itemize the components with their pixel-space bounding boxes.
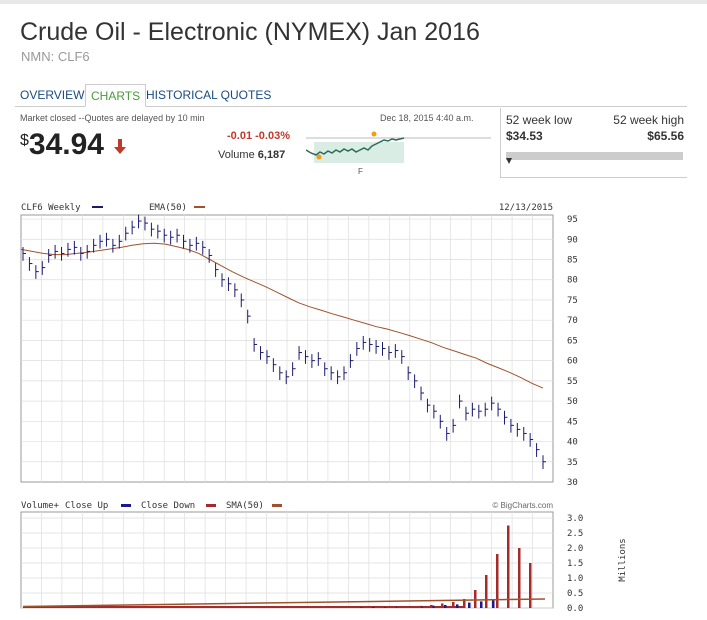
price-tick-label: 65 [567, 336, 578, 346]
close-down-swatch [206, 504, 216, 507]
quote-timestamp: Dec 18, 2015 4:40 a.m. [380, 113, 474, 123]
volume-bar-up [432, 605, 435, 608]
page-title: Crude Oil - Electronic (NYMEX) Jan 2016 [20, 18, 480, 46]
symbol-subtitle: NMN: CLF6 [21, 49, 90, 64]
price-series [22, 214, 546, 470]
volume-bar-up [444, 605, 447, 608]
tab-charts[interactable]: CHARTS [85, 84, 147, 107]
market-status: Market closed --Quotes are delayed by 10… [20, 113, 205, 123]
volume-axis: 0.0 0.5 1.0 1.5 2.0 2.5 3.0 [567, 514, 583, 614]
volume-tick-label: 0.0 [567, 604, 583, 614]
volume-bar-down [397, 606, 400, 608]
price-tick-label: 40 [567, 438, 578, 448]
spark-axis-label: F [358, 167, 363, 176]
price-tick-label: 85 [567, 256, 578, 266]
volume-bar-down [419, 605, 422, 608]
volume-bar-down [529, 563, 532, 608]
volume-value: 6,187 [257, 149, 286, 161]
volume-bar-up [456, 604, 459, 608]
volume-bar-down [452, 602, 455, 608]
volume-bar-up [468, 602, 471, 608]
volume-tick-label: 3.0 [567, 514, 583, 524]
price-tick-label: 30 [567, 478, 578, 488]
price-tick-label: 95 [567, 215, 578, 225]
intraday-sparkline[interactable]: F [306, 128, 491, 178]
close-up-swatch [121, 504, 131, 507]
last-price: $34.94 [20, 128, 128, 162]
quote-panel: Market closed --Quotes are delayed by 10… [15, 108, 499, 180]
volume-tick-label: 2.0 [567, 544, 583, 554]
close-down-legend-label: Close Down [141, 501, 195, 511]
down-arrow-icon [114, 139, 127, 155]
volume-series [23, 525, 532, 608]
volume-tick-label: 2.5 [567, 529, 583, 539]
volume-bar-up [384, 607, 387, 608]
volume: Volume 6,187 [218, 149, 285, 161]
volume-legend-label: Volume+ [21, 501, 60, 511]
volume-tick-label: 0.5 [567, 589, 583, 599]
price-tick-label: 70 [567, 316, 578, 326]
volume-bar-up [372, 607, 375, 608]
volume-bar-down [485, 575, 488, 608]
top-border [0, 0, 707, 4]
chart-symbol-label: CLF6 Weekly [21, 203, 81, 213]
volume-bar-down [375, 607, 378, 608]
week52-high-label: 52 week high [613, 113, 684, 127]
volume-bar-up [360, 607, 363, 608]
volume-bar-down [441, 603, 444, 608]
change-value: -0.01 [227, 130, 253, 142]
volume-baseline [23, 606, 463, 608]
ema-legend-label: EMA(50) [149, 203, 187, 213]
volume-bar-down [408, 606, 411, 608]
price-tick-label: 35 [567, 458, 578, 468]
volume-bar-down [507, 525, 510, 608]
volume-bar-down [386, 607, 389, 608]
sma-legend-label: SMA(50) [226, 501, 264, 511]
volume-tick-label: 1.0 [567, 574, 583, 584]
volume-bar-down [518, 548, 521, 608]
price-tick-label: 50 [567, 397, 578, 407]
price-change: -0.01 -0.03% [227, 130, 290, 142]
volume-tick-label: 1.5 [567, 559, 583, 569]
price-tick-label: 45 [567, 417, 578, 427]
week52-low-value: $34.53 [506, 129, 543, 143]
tab-overview[interactable]: OVERVIEW [20, 88, 85, 102]
volume-bar-down [496, 554, 499, 608]
price-grid [21, 215, 553, 482]
currency-symbol: $ [20, 132, 29, 149]
volume-bar-up [492, 599, 495, 608]
price-value: 34.94 [28, 128, 104, 161]
volume-bar-down [474, 590, 477, 608]
ema-line [20, 242, 544, 389]
price-tick-label: 60 [567, 357, 578, 367]
tab-bar: OVERVIEW CHARTS HISTORICAL QUOTES [15, 84, 687, 107]
bigcharts-watermark: © BigCharts.com [492, 501, 553, 510]
price-tick-label: 90 [567, 235, 578, 245]
tab-historical-quotes[interactable]: HISTORICAL QUOTES [146, 88, 272, 102]
volume-bar-down [430, 605, 433, 608]
price-tick-label: 75 [567, 296, 578, 306]
price-tick-label: 55 [567, 377, 578, 387]
change-percent: -0.03% [255, 130, 290, 142]
volume-bar-down [463, 599, 466, 608]
sma-line [22, 598, 546, 608]
price-axis: 35 40 45 50 55 60 65 70 75 80 85 90 95 30 [567, 215, 578, 488]
volume-bar-up [480, 601, 483, 608]
week52-range-panel: 52 week low 52 week high $34.53 $65.56 [500, 108, 687, 178]
sma-swatch [272, 504, 282, 507]
close-up-legend-label: Close Up [65, 501, 108, 511]
chart-date-label: 12/13/2015 [499, 203, 553, 213]
range-marker-icon [506, 158, 512, 164]
week52-low-label: 52 week low [506, 113, 573, 127]
price-tick-label: 80 [567, 276, 578, 286]
volume-unit-label: Millions [618, 538, 628, 581]
week52-range-bar [506, 152, 683, 160]
week52-high-value: $65.56 [647, 129, 684, 143]
volume-label: Volume [218, 149, 255, 161]
price-chart-area[interactable]: CLF6 Weekly EMA(50) 12/13/2015 35 40 45 50 5… [0, 195, 707, 620]
